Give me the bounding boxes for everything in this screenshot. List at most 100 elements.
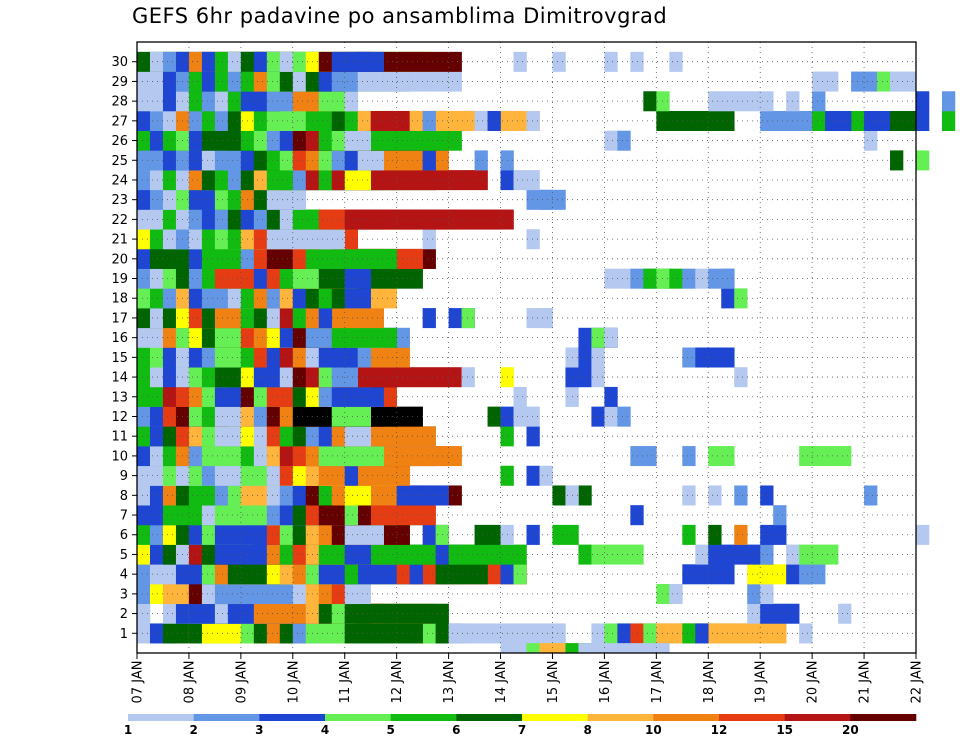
cell-member-13 (137, 386, 151, 407)
cell-member-27 (916, 110, 930, 131)
cell-member-17 (266, 308, 281, 329)
colorbar-swatch (719, 714, 785, 721)
cell-member-6 (760, 524, 787, 545)
y-tick-label: 26 (111, 134, 128, 149)
colorbar-label: 6 (452, 723, 460, 737)
cell-member-30 (552, 51, 566, 72)
cell-member-1 (617, 623, 631, 644)
cell-member-27 (825, 110, 852, 131)
cell-member-16 (149, 327, 164, 348)
cell-member-29 (149, 71, 164, 92)
cell-member-15 (214, 347, 242, 368)
y-tick-label: 16 (111, 331, 128, 346)
cell-member-10 (799, 446, 852, 467)
cell-member-21 (292, 229, 307, 250)
y-tick-label: 20 (111, 252, 128, 267)
cell-member-28 (162, 91, 177, 112)
cell-member-18 (734, 288, 748, 309)
cell-member-18 (318, 288, 333, 309)
cell-member-14 (318, 367, 333, 388)
cell-member-6 (916, 524, 930, 545)
cell-baseline (500, 643, 514, 653)
y-tick-label: 23 (111, 193, 128, 208)
x-tick-labels: 07 JAN 08 JAN 09 JAN 10 JAN 11 JAN 12 JAN 13 J… (131, 653, 925, 703)
x-tick-label: 17 JAN (650, 661, 665, 704)
cell-member-28 (760, 91, 774, 112)
y-tick-label: 9 (120, 469, 128, 484)
cell-member-9 (539, 465, 553, 486)
cell-member-5 (760, 544, 774, 565)
cell-member-3 (292, 584, 307, 605)
cell-member-29 (812, 71, 826, 92)
cell-member-9 (318, 465, 410, 486)
cell-member-10 (708, 446, 735, 467)
cell-member-8 (734, 485, 748, 506)
cell-member-30 (279, 51, 294, 72)
cell-member-29 (448, 71, 462, 92)
x-tick-label: 18 JAN (702, 661, 717, 704)
cell-member-14 (461, 367, 475, 388)
cell-member-15 (578, 347, 592, 368)
colorbar-label: 5 (386, 723, 394, 737)
cell-member-5 (448, 544, 488, 565)
cell-member-6 (708, 524, 722, 545)
cell-member-23 (214, 189, 229, 210)
y-tick-label: 4 (120, 568, 128, 583)
cell-member-6 (552, 524, 579, 545)
plot-frame (136, 41, 917, 654)
cell-member-1 (695, 623, 709, 644)
cell-member-8 (760, 485, 774, 506)
cell-member-2 (838, 603, 852, 624)
cell-member-28 (214, 91, 229, 112)
cell-member-1 (331, 623, 346, 644)
cell-member-29 (877, 71, 891, 92)
cell-member-30 (357, 51, 384, 72)
cell-member-6 (526, 524, 540, 545)
cell-member-24 (526, 170, 540, 191)
cell-member-18 (137, 288, 151, 309)
cell-member-5 (708, 544, 774, 565)
cell-member-12 (526, 406, 540, 427)
cell-member-29 (851, 71, 878, 92)
cell-member-19 (669, 268, 683, 289)
x-tick-label: 10 JAN (286, 661, 301, 704)
y-tick-label: 13 (111, 390, 128, 405)
cell-member-30 (149, 51, 164, 72)
cell-member-12 (591, 406, 605, 427)
colorbar-label: 20 (842, 723, 859, 737)
cell-member-28 (708, 91, 722, 112)
x-tick-label: 14 JAN (494, 661, 509, 704)
y-tick-label: 29 (111, 75, 128, 90)
cell-member-25 (890, 150, 904, 171)
x-tick-label: 20 JAN (806, 661, 821, 704)
colorbar-swatch (259, 714, 326, 721)
grid-lines (137, 42, 916, 653)
cell-member-26 (137, 130, 151, 151)
colorbar-swatch (128, 714, 194, 721)
cell-baseline (578, 643, 592, 653)
cell-member-12 (331, 406, 371, 427)
y-tick-label: 2 (120, 607, 128, 622)
cell-member-23 (292, 189, 307, 210)
cell-member-28 (747, 91, 761, 112)
cell-baseline (591, 643, 605, 653)
cell-member-26 (604, 130, 618, 151)
cell-member-11 (526, 426, 540, 447)
cell-member-4 (682, 564, 735, 585)
cell-member-1 (461, 623, 475, 644)
colorbar-swatch (325, 714, 391, 721)
x-tick-label: 19 JAN (754, 661, 769, 704)
y-tick-label: 19 (111, 272, 128, 287)
cell-member-29 (422, 71, 436, 92)
cell-member-29 (201, 71, 216, 92)
cell-member-19 (617, 268, 631, 289)
cell-member-3 (669, 584, 683, 605)
colorbar-label: 10 (645, 723, 662, 737)
cell-member-21 (266, 229, 281, 250)
cell-member-26 (864, 130, 878, 151)
cell-member-28 (266, 91, 281, 112)
y-tick-label: 21 (111, 233, 128, 248)
colorbar-label: 1 (124, 723, 132, 737)
cell-member-25 (188, 150, 203, 171)
y-tick-label: 8 (120, 489, 128, 504)
